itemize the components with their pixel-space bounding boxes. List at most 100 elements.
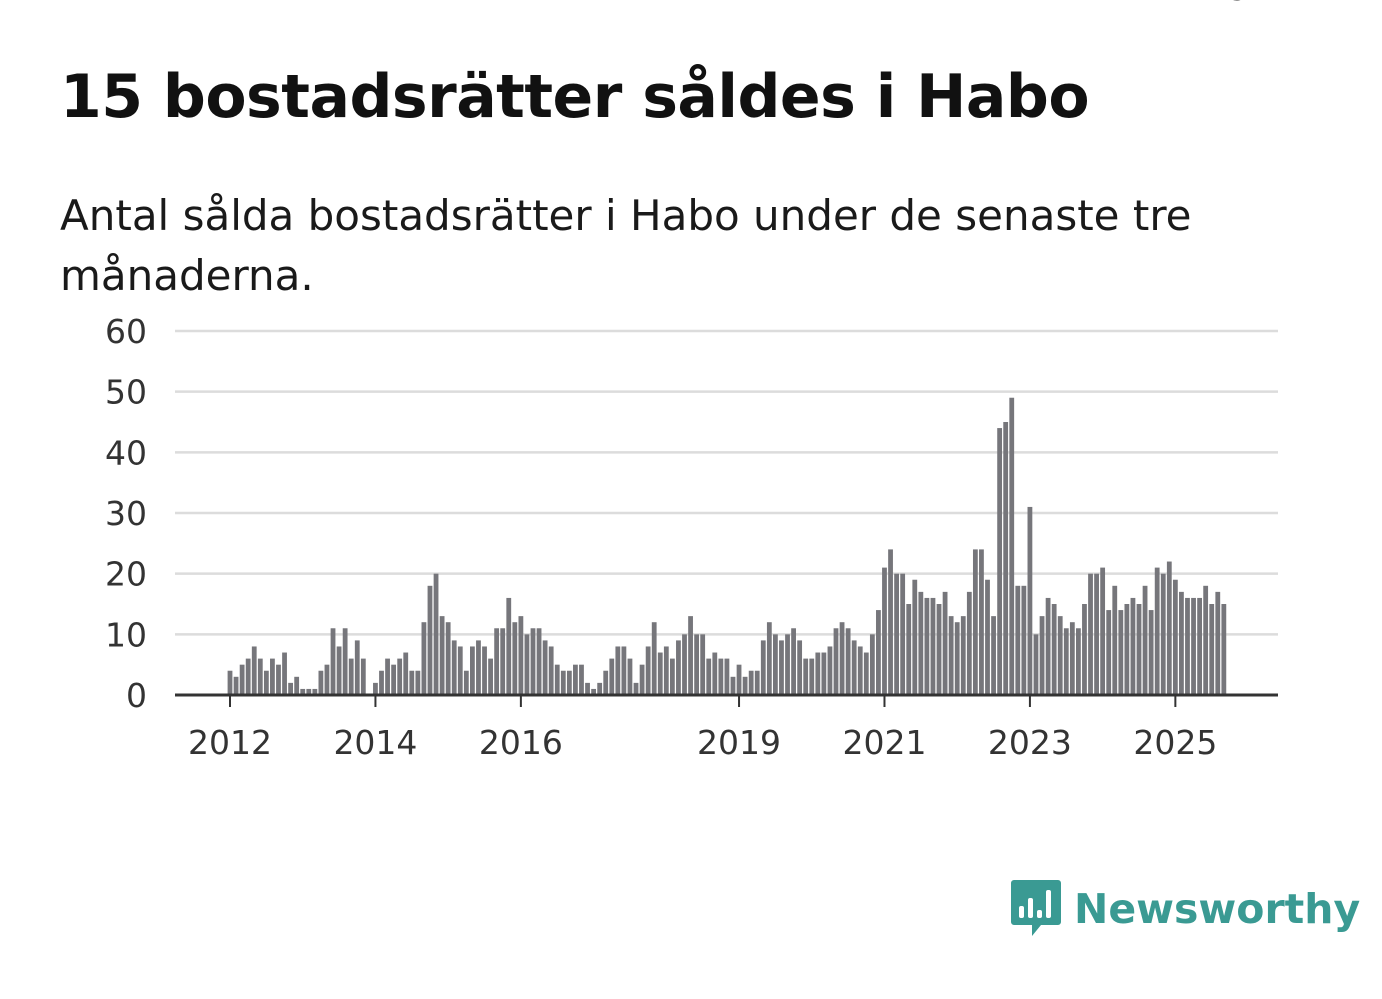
bar xyxy=(506,597,512,695)
bar xyxy=(676,640,681,695)
bar xyxy=(979,549,984,695)
bar xyxy=(482,646,487,695)
bar xyxy=(718,658,724,695)
bar xyxy=(954,622,960,695)
bar xyxy=(1106,610,1112,695)
bar xyxy=(1215,591,1221,695)
bar xyxy=(379,670,384,695)
bar xyxy=(354,640,360,695)
bar xyxy=(1191,597,1196,695)
bar xyxy=(1076,628,1081,695)
y-tick-label: 40 xyxy=(105,433,147,472)
y-axis-tick-labels: 0 10 20 30 40 50 60 xyxy=(105,312,147,715)
bar xyxy=(282,652,287,695)
bar xyxy=(348,658,354,695)
bar xyxy=(712,652,718,695)
bar xyxy=(451,640,457,695)
bar xyxy=(918,591,924,695)
bar xyxy=(239,664,245,695)
x-tick-label: 2023 xyxy=(988,723,1072,762)
bar xyxy=(1130,597,1136,695)
bar xyxy=(227,670,233,695)
bar xyxy=(766,622,772,695)
bar xyxy=(1003,422,1009,695)
bar xyxy=(1045,597,1051,695)
bar xyxy=(863,652,869,695)
bar xyxy=(730,676,736,695)
last-value-annotation: 15 xyxy=(1210,0,1248,8)
bar xyxy=(742,676,748,695)
bar xyxy=(669,658,675,695)
chart-subtitle: Antal sålda bostadsrätter i Habo under d… xyxy=(60,191,1192,300)
bar xyxy=(409,670,415,695)
bar xyxy=(936,604,942,695)
bar xyxy=(470,646,475,695)
bar xyxy=(833,628,839,695)
bar xyxy=(682,634,687,695)
bar xyxy=(857,646,863,695)
bar xyxy=(1142,585,1148,695)
bar xyxy=(1172,579,1178,695)
bar xyxy=(1082,604,1087,695)
x-tick-label: 2014 xyxy=(333,723,417,762)
bar xyxy=(403,652,409,695)
bar xyxy=(785,634,790,695)
bar xyxy=(1069,622,1075,695)
bar xyxy=(815,652,821,695)
bar xyxy=(1100,567,1106,695)
bar xyxy=(754,670,760,695)
x-axis-ticks: 2012 2014 2016 2019 2021 2023 2025 xyxy=(188,695,1217,762)
bar xyxy=(1063,628,1069,695)
bar xyxy=(385,658,390,695)
bar xyxy=(1185,597,1190,695)
bar xyxy=(924,597,930,695)
bar xyxy=(263,670,269,695)
bar xyxy=(791,628,796,695)
bar xyxy=(397,658,403,695)
y-tick-label: 50 xyxy=(105,373,147,412)
bar xyxy=(657,652,663,695)
newsworthy-logo: Newsworthy xyxy=(1010,878,1360,940)
bar xyxy=(1136,604,1142,695)
bar xyxy=(1021,585,1027,695)
bar xyxy=(233,676,239,695)
bar xyxy=(324,664,330,695)
bar xyxy=(1094,573,1099,695)
bar xyxy=(245,658,251,695)
bar xyxy=(609,658,615,695)
bar xyxy=(445,622,451,695)
bar xyxy=(270,658,275,695)
bar xyxy=(1009,397,1015,695)
bar xyxy=(694,634,700,695)
bar xyxy=(985,579,990,695)
bar xyxy=(1118,610,1124,695)
bar xyxy=(391,664,397,695)
bars xyxy=(227,397,1227,695)
bar xyxy=(1160,573,1166,695)
bar xyxy=(827,646,833,695)
bar xyxy=(851,640,857,695)
bar xyxy=(779,640,784,695)
bar xyxy=(1148,610,1154,695)
bar xyxy=(360,658,366,695)
bar xyxy=(748,670,754,695)
y-tick-label: 20 xyxy=(105,555,147,594)
bar xyxy=(736,664,742,695)
bar xyxy=(251,646,257,695)
bar xyxy=(566,670,572,695)
bar xyxy=(942,591,948,695)
bar xyxy=(488,658,493,695)
bar xyxy=(960,616,966,695)
bar xyxy=(797,640,803,695)
bar xyxy=(639,664,645,695)
bar xyxy=(318,670,324,695)
bar xyxy=(597,682,603,695)
bar xyxy=(591,688,596,695)
y-tick-label: 30 xyxy=(105,494,147,533)
bar-chart-speech-bubble-icon xyxy=(1011,880,1061,936)
bar xyxy=(1015,585,1021,695)
bar xyxy=(633,682,639,695)
bar xyxy=(573,664,578,695)
bar xyxy=(530,628,536,695)
bar xyxy=(494,628,500,695)
